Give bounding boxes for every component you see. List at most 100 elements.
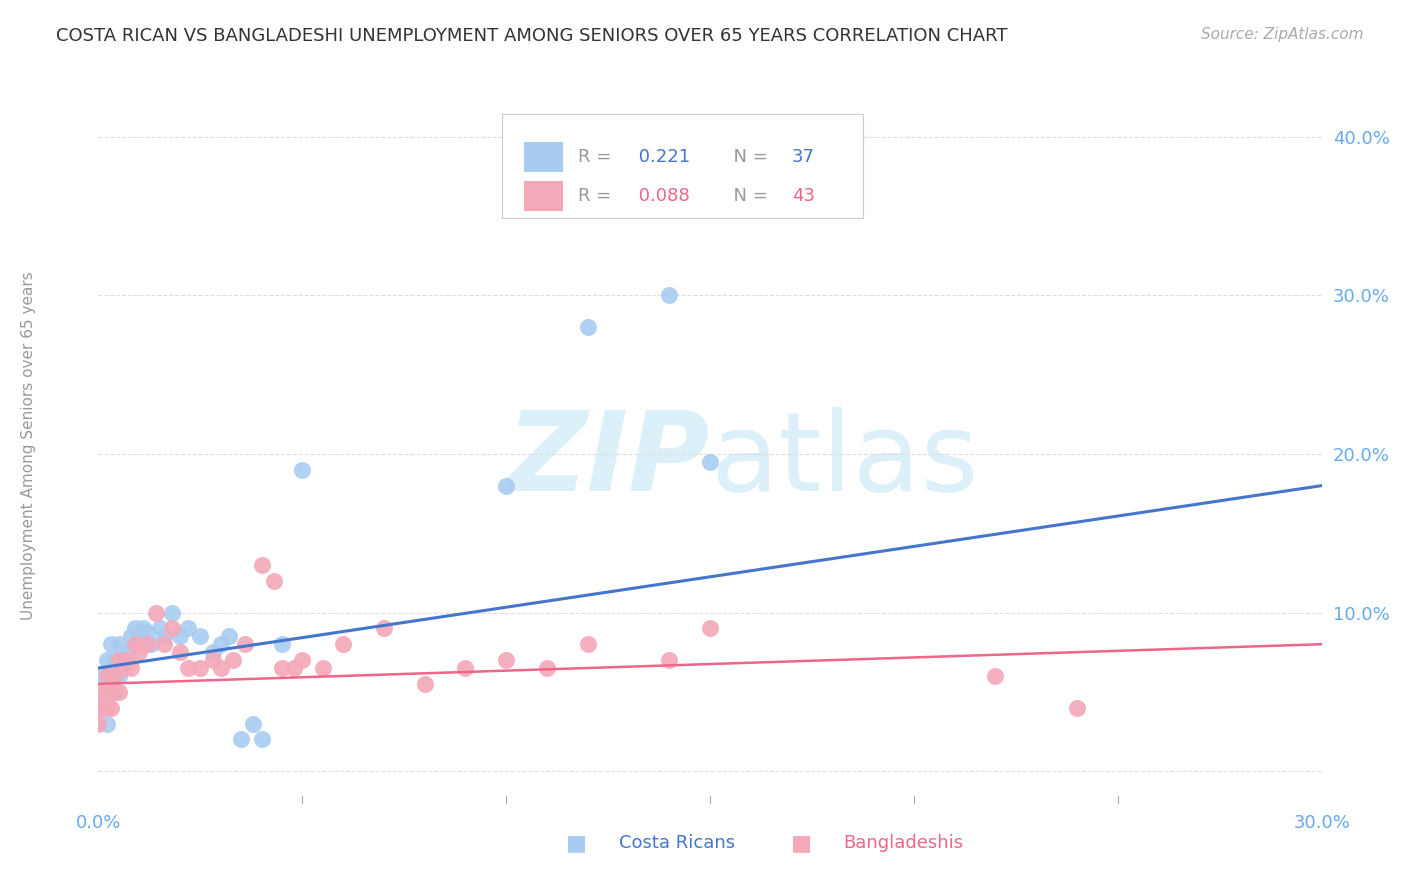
Point [188,629,212,643]
Point [270,661,294,675]
Point [111,661,134,675]
Text: R =: R = [578,187,617,205]
Point [984,669,1007,683]
Point [91,669,114,683]
Point [658,288,681,302]
Point [136,637,159,651]
Point [96,716,118,731]
Point [169,645,191,659]
Point [128,629,150,643]
Text: N =: N = [723,187,773,205]
Point [141,637,163,651]
Point [108,653,131,667]
Point [222,653,245,667]
Text: ZIP: ZIP [506,407,710,514]
Text: atlas: atlas [710,407,979,514]
Text: Source: ZipAtlas.com: Source: ZipAtlas.com [1201,27,1364,42]
Point [495,478,517,492]
Bar [524,142,564,172]
Point [115,653,138,667]
Point [108,685,131,699]
Point [100,700,122,714]
Point [263,574,285,588]
Point [115,645,138,659]
Point [132,621,155,635]
Point [128,645,150,659]
Point [104,669,127,683]
Point [160,606,183,620]
Point [91,685,114,699]
Point [91,685,114,699]
Point [177,661,200,675]
Point [699,455,721,469]
Text: COSTA RICAN VS BANGLADESHI UNEMPLOYMENT AMONG SENIORS OVER 65 YEARS CORRELATION : COSTA RICAN VS BANGLADESHI UNEMPLOYMENT … [56,27,1008,45]
Point [96,700,118,714]
Point [332,637,354,651]
FancyBboxPatch shape [502,114,863,218]
Point [413,677,436,691]
Text: Costa Ricans: Costa Ricans [619,834,735,852]
Text: ■: ■ [792,833,811,853]
Point [201,645,224,659]
Point [96,669,118,683]
Point [312,661,335,675]
Point [209,637,232,651]
Point [104,653,127,667]
Point [283,661,305,675]
Point [177,621,200,635]
Point [160,621,183,635]
Text: Unemployment Among Seniors over 65 years: Unemployment Among Seniors over 65 years [21,272,35,620]
Point [91,700,114,714]
Point [242,716,264,731]
Text: 43: 43 [792,187,815,205]
Point [1066,700,1088,714]
Text: ■: ■ [567,833,586,853]
Point [454,661,477,675]
Point [100,669,122,683]
Point [136,624,159,639]
Bar [524,181,564,211]
Text: R =: R = [578,148,617,166]
Text: Bangladeshis: Bangladeshis [844,834,963,852]
Point [96,653,118,667]
Point [495,653,517,667]
Point [576,637,599,651]
Point [201,653,224,667]
Point [576,320,599,334]
Text: N =: N = [723,148,773,166]
Point [108,669,131,683]
Point [169,629,191,643]
Point [100,637,122,651]
Point [124,637,146,651]
Point [231,732,253,747]
Point [291,463,314,477]
Point [100,685,122,699]
Point [233,637,256,651]
Point [188,661,212,675]
Point [120,661,142,675]
Point [218,629,240,643]
Point [291,653,314,667]
Point [108,637,131,651]
Point [145,606,167,620]
Point [250,732,273,747]
Point [120,629,142,643]
Point [87,716,110,731]
Point [373,621,395,635]
Point [658,653,681,667]
Point [104,685,127,699]
Text: 0.088: 0.088 [633,187,690,205]
Point [149,621,172,635]
Point [536,661,558,675]
Point [124,621,146,635]
Point [152,629,174,643]
Text: 37: 37 [792,148,815,166]
Point [152,637,174,651]
Point [699,621,721,635]
Text: 0.221: 0.221 [633,148,690,166]
Point [209,661,232,675]
Point [250,558,273,572]
Point [270,637,294,651]
Point [111,653,134,667]
Point [87,700,110,714]
